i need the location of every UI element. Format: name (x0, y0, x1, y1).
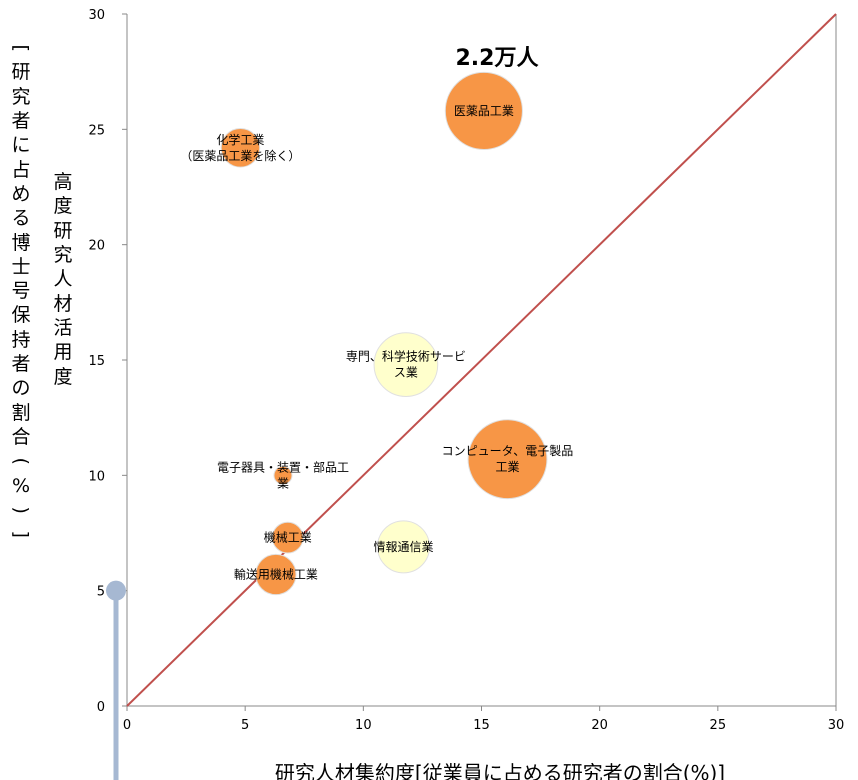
bubble (373, 332, 439, 397)
y-label-char: 人 (53, 268, 73, 291)
y-label-char: に (11, 134, 31, 157)
reference-line (126, 13, 837, 707)
bubble-label: ス業 (394, 366, 418, 380)
y-label-char: る (11, 207, 31, 230)
size-legend-marker (106, 580, 126, 601)
y-tick-label: 25 (88, 123, 105, 138)
y-label-char: % (11, 474, 31, 497)
y-label-char: 度 (53, 365, 73, 388)
bubble (273, 465, 293, 485)
bubble-label: コンピュータ、電子製品 (442, 444, 574, 458)
bubble (467, 419, 548, 500)
bubble (444, 71, 523, 150)
y-label-char: 持 (11, 328, 31, 351)
bubble-label: 化学工業 (216, 132, 264, 147)
bubble-label: 電子器具・装置・部品工 (217, 459, 349, 474)
x-tick-label: 0 (123, 718, 131, 733)
bubble-label: （医薬品工業を除く） (180, 148, 300, 163)
y-label-char: ) (10, 506, 33, 514)
bubble (220, 128, 261, 168)
y-label-char: 合 (11, 426, 31, 448)
y-label-char: [ (10, 44, 33, 52)
x-tick-label: 25 (710, 718, 727, 733)
y-tick-label: 30 (88, 8, 105, 23)
bubbles (220, 71, 548, 596)
size-annotation: 2.2万人 (456, 46, 539, 71)
bubble-label: 専門、科学技術サービ (346, 349, 466, 364)
bubble (271, 521, 304, 554)
y-label-char: 高 (53, 171, 73, 193)
y-label-char: 度 (53, 195, 73, 218)
size-legend (106, 580, 126, 780)
x-tick-label: 30 (828, 718, 845, 733)
reference-line-group (126, 13, 837, 707)
bubble-label: 業 (277, 476, 289, 490)
bubble-label: 輸送用機械工業 (234, 567, 318, 582)
y-label-char: 研 (11, 61, 31, 84)
y-label-char: ( (10, 457, 33, 466)
bubble-label: 医薬品工業 (454, 104, 514, 118)
bubble-label: 情報通信業 (374, 540, 434, 554)
bubble-labels: 化学工業（医薬品工業を除く） 医薬品工業専門、科学技術サービス業コンピュータ、電子… (180, 104, 573, 582)
axes (122, 13, 837, 711)
x-tick-label: 20 (591, 718, 608, 733)
y-tick-label: 0 (97, 700, 105, 715)
y-axis-label-inner: 高度研究人材活用度 (50, 170, 76, 389)
y-label-char: ] (10, 530, 33, 539)
y-axis-label-outer: [研究者に占める博士号保持者の割合(%)] (8, 36, 34, 547)
bubble-label: 機械工業 (264, 530, 312, 545)
y-tick-label: 10 (88, 469, 105, 484)
bubble-label: 工業 (495, 460, 519, 474)
y-label-char: 究 (11, 85, 31, 108)
tick-labels: 0 5 10 15 20 25 30 0 5 10 15 20 25 30 (88, 8, 844, 733)
y-label-char: 者 (11, 353, 31, 376)
y-label-char: 博 (11, 231, 31, 254)
x-axis-label: 研究人材集約度[従業員に占める研究者の割合(%)] (275, 761, 725, 780)
y-label-char: 材 (53, 292, 73, 315)
y-label-char: 用 (53, 341, 73, 364)
x-tick-label: 15 (473, 718, 490, 733)
y-label-char: 究 (53, 243, 73, 266)
y-label-char: 占 (11, 158, 31, 181)
y-tick-label: 5 (97, 585, 105, 600)
y-label-char: め (11, 182, 31, 205)
y-label-char: 活 (53, 316, 73, 339)
y-tick-label: 15 (88, 354, 105, 369)
bubble (377, 520, 431, 574)
y-label-char: 保 (11, 304, 31, 327)
y-label-char: の (11, 377, 31, 400)
x-tick-label: 5 (241, 718, 249, 733)
y-label-char: 号 (11, 280, 31, 303)
y-label-char: 者 (11, 109, 31, 132)
x-tick-label: 10 (355, 718, 372, 733)
y-tick-label: 20 (88, 239, 105, 254)
y-label-char: 士 (11, 255, 31, 278)
y-label-char: 割 (11, 401, 31, 424)
y-label-char: 研 (53, 219, 73, 242)
bubble (255, 553, 297, 596)
